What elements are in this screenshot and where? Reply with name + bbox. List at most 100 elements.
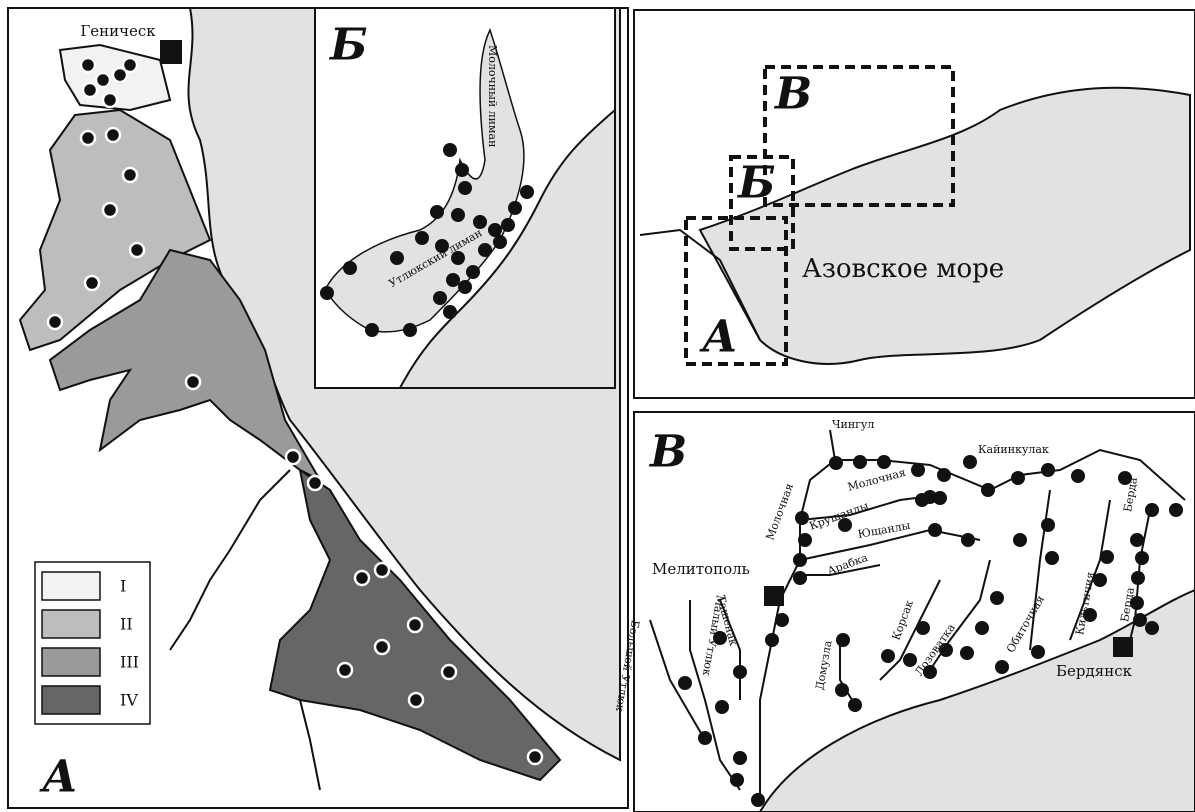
sample-point — [903, 653, 917, 667]
legend-label: I — [120, 577, 126, 596]
city-label: Мелитополь — [652, 560, 750, 578]
sample-point — [320, 286, 334, 300]
sample-point — [106, 128, 120, 142]
river-label: Молочная — [763, 482, 796, 543]
sample-point — [1130, 533, 1144, 547]
city-marker — [764, 586, 784, 606]
sample-point — [455, 163, 469, 177]
sample-point — [960, 646, 974, 660]
panel-label: А — [39, 752, 78, 803]
sample-point — [963, 455, 977, 469]
panel-label: Б — [328, 20, 368, 71]
sample-point — [933, 491, 947, 505]
sample-point — [308, 476, 322, 490]
lake-label: Молочный лиман — [486, 45, 499, 147]
sample-point — [937, 468, 951, 482]
box-label: Б — [736, 158, 776, 209]
sample-point — [435, 239, 449, 253]
legend-swatch — [42, 648, 100, 676]
sample-point — [798, 533, 812, 547]
legend-swatch — [42, 686, 100, 714]
river-label: Домузла — [813, 639, 835, 691]
sample-point — [415, 231, 429, 245]
sample-point — [375, 563, 389, 577]
sample-point — [83, 83, 97, 97]
sample-point — [990, 591, 1004, 605]
sample-point — [443, 305, 457, 319]
sample-point — [123, 168, 137, 182]
sample-point — [451, 251, 465, 265]
sample-point — [520, 185, 534, 199]
box-label: А — [699, 312, 738, 363]
sample-point — [733, 665, 747, 679]
sample-point — [186, 375, 200, 389]
sample-point — [488, 223, 502, 237]
sample-point — [961, 533, 975, 547]
sample-point — [981, 483, 995, 497]
sample-point — [473, 215, 487, 229]
river-label: Чингул — [832, 418, 874, 431]
sample-point — [478, 243, 492, 257]
sample-point — [451, 208, 465, 222]
sample-point — [751, 793, 765, 807]
sample-point — [48, 315, 62, 329]
sample-point — [466, 265, 480, 279]
sample-point — [355, 571, 369, 585]
figure: Геническ А Б Утлюкский лиман Молочный ли… — [0, 0, 1195, 812]
sample-point — [835, 683, 849, 697]
sample-point — [528, 750, 542, 764]
sample-point — [103, 93, 117, 107]
sample-point — [877, 455, 891, 469]
sample-point — [853, 455, 867, 469]
sample-point — [508, 201, 522, 215]
city-label: Бердянск — [1056, 662, 1133, 680]
sample-point — [430, 205, 444, 219]
legend-label: III — [120, 653, 139, 672]
sample-point — [793, 553, 807, 567]
sample-point — [85, 276, 99, 290]
sample-point — [1071, 469, 1085, 483]
river-label: Арабка — [826, 551, 870, 578]
sample-point — [446, 273, 460, 287]
sample-point — [698, 731, 712, 745]
sample-point — [848, 698, 862, 712]
sample-point — [1013, 533, 1027, 547]
sample-point — [915, 493, 929, 507]
sample-point — [730, 773, 744, 787]
sample-point — [1031, 645, 1045, 659]
sample-point — [1131, 571, 1145, 585]
sample-point — [836, 633, 850, 647]
sample-point — [123, 58, 137, 72]
sample-point — [1100, 550, 1114, 564]
sample-point — [286, 450, 300, 464]
sample-point — [1135, 551, 1149, 565]
sample-point — [678, 676, 692, 690]
sample-point — [403, 323, 417, 337]
overview: В Б А Азовское море — [634, 10, 1195, 398]
sample-point — [1133, 613, 1147, 627]
sample-point — [103, 203, 117, 217]
sample-point — [911, 463, 925, 477]
river-label: Молочная — [846, 466, 907, 494]
sample-point — [829, 456, 843, 470]
sample-point — [96, 73, 110, 87]
panel-b: Б Утлюкский лиман Молочный лиман — [315, 8, 615, 388]
sample-point — [1011, 471, 1025, 485]
sample-point — [916, 621, 930, 635]
sample-point — [81, 58, 95, 72]
sea-label: Азовское море — [802, 254, 1004, 284]
sample-point — [795, 511, 809, 525]
sample-point — [493, 235, 507, 249]
sample-point — [81, 131, 95, 145]
legend-label: IV — [120, 691, 138, 710]
sample-point — [1041, 463, 1055, 477]
city-label: Геническ — [80, 22, 156, 40]
city-marker — [160, 40, 182, 64]
sample-point — [775, 613, 789, 627]
sample-point — [443, 143, 457, 157]
legend-swatch — [42, 610, 100, 638]
legend-label: II — [120, 615, 133, 634]
sample-point — [975, 621, 989, 635]
sample-point — [458, 280, 472, 294]
sample-point — [365, 323, 379, 337]
